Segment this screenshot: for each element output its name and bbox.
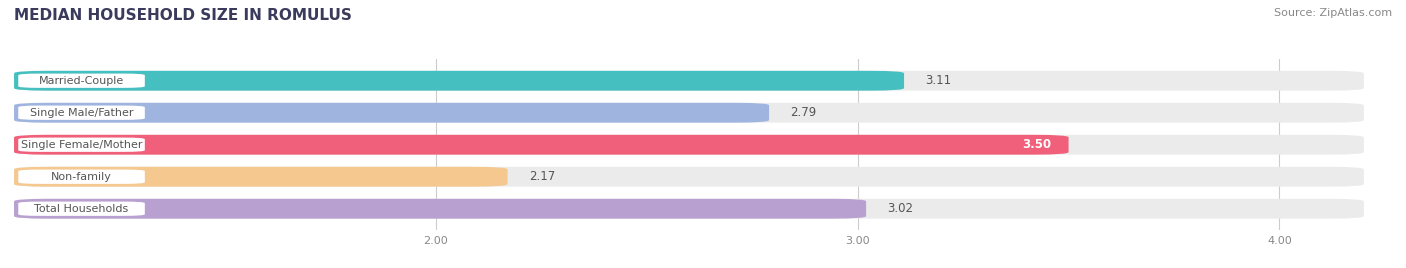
FancyBboxPatch shape (14, 71, 1364, 91)
FancyBboxPatch shape (18, 170, 145, 184)
Text: 3.11: 3.11 (925, 74, 952, 87)
Text: 3.02: 3.02 (887, 202, 912, 215)
Text: 2.17: 2.17 (529, 170, 555, 183)
FancyBboxPatch shape (18, 74, 145, 88)
FancyBboxPatch shape (14, 135, 1069, 155)
FancyBboxPatch shape (14, 167, 1364, 187)
FancyBboxPatch shape (18, 202, 145, 216)
Text: Single Female/Mother: Single Female/Mother (21, 140, 142, 150)
FancyBboxPatch shape (14, 199, 866, 219)
FancyBboxPatch shape (14, 135, 1364, 155)
Text: 3.50: 3.50 (1022, 138, 1052, 151)
FancyBboxPatch shape (18, 137, 145, 152)
FancyBboxPatch shape (14, 71, 904, 91)
FancyBboxPatch shape (14, 199, 1364, 219)
Text: Non-family: Non-family (51, 172, 112, 182)
Text: Total Households: Total Households (34, 204, 129, 214)
Text: Source: ZipAtlas.com: Source: ZipAtlas.com (1274, 8, 1392, 18)
Text: MEDIAN HOUSEHOLD SIZE IN ROMULUS: MEDIAN HOUSEHOLD SIZE IN ROMULUS (14, 8, 352, 23)
FancyBboxPatch shape (14, 103, 769, 123)
FancyBboxPatch shape (14, 103, 1364, 123)
FancyBboxPatch shape (14, 167, 508, 187)
FancyBboxPatch shape (18, 106, 145, 120)
Text: 2.79: 2.79 (790, 106, 817, 119)
Text: Married-Couple: Married-Couple (39, 76, 124, 86)
Text: Single Male/Father: Single Male/Father (30, 108, 134, 118)
